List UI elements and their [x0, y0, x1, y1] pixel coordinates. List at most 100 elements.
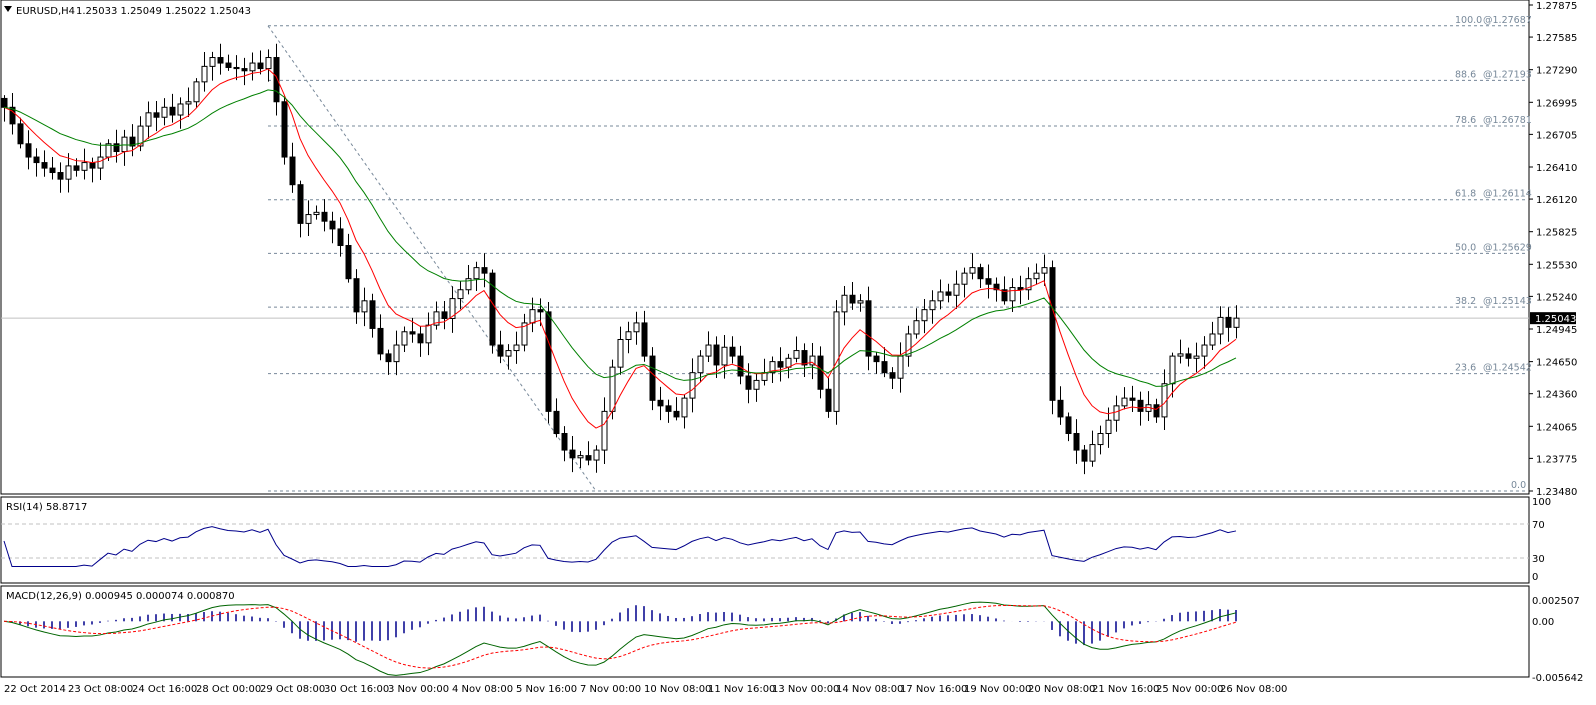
bear-candle	[745, 375, 752, 390]
bear-candle	[849, 294, 856, 304]
bear-candle	[281, 101, 288, 158]
time-tick-label: 17 Nov 16:00	[900, 684, 967, 695]
bull-candle	[121, 136, 128, 153]
bear-candle	[649, 355, 656, 401]
fast-moving-average	[3, 68, 1237, 429]
price-tick-label: 1.26120	[1536, 195, 1577, 206]
bull-candle	[249, 62, 256, 72]
time-tick-label: 25 Nov 00:00	[1156, 684, 1223, 695]
bear-candle	[801, 350, 808, 366]
bear-candle	[873, 355, 880, 363]
time-tick-label: 20 Nov 08:00	[1028, 684, 1095, 695]
candles	[1, 43, 1240, 475]
bear-candle	[1057, 399, 1064, 418]
bull-candle	[1121, 397, 1128, 407]
macd-tick-label: 0.00	[1532, 617, 1554, 628]
fibonacci-trendline[interactable]	[267, 25, 597, 492]
price-tick-label: 1.27585	[1536, 33, 1577, 44]
bear-candle	[657, 399, 664, 407]
bear-candle	[665, 405, 672, 412]
bear-candle	[817, 355, 824, 390]
bull-candle	[401, 331, 408, 346]
price-panel[interactable]: 100.0 @1.27687 88.6 @1.27193 78.6 @1.26781 61.…	[0, 0, 1577, 498]
macd-panel[interactable]: 0.002507 0.00 -0.005642 MACD(12,26,9) 0.00…	[0, 585, 1583, 684]
bear-candle	[481, 267, 488, 274]
bull-candle	[921, 309, 928, 322]
bull-candle	[721, 346, 728, 366]
bull-candle	[137, 125, 144, 147]
fib-level-percent: 23.6	[1455, 363, 1476, 374]
bull-candle	[809, 355, 816, 366]
bear-candle	[153, 112, 160, 118]
bear-candle	[57, 172, 64, 180]
bear-candle	[241, 68, 248, 72]
bull-candle	[937, 291, 944, 302]
fib-level-price: @1.25143	[1483, 296, 1532, 307]
price-tick-label: 1.26410	[1536, 163, 1577, 174]
bull-candle	[193, 81, 200, 103]
fib-level-price: @1.27687	[1483, 15, 1532, 26]
bear-candle	[441, 311, 448, 319]
bull-candle	[625, 331, 632, 341]
rsi-tick-label: 30	[1532, 554, 1545, 565]
rsi-tick-label: 0	[1532, 572, 1538, 583]
bull-candle	[513, 344, 520, 352]
time-tick-label: 23 Oct 08:00	[68, 684, 133, 695]
bear-candle	[1065, 416, 1072, 434]
bear-candle	[73, 165, 80, 171]
time-tick-label: 24 Oct 16:00	[132, 684, 197, 695]
bull-candle	[473, 267, 480, 280]
price-tick-label: 1.24650	[1536, 358, 1577, 369]
bull-candle	[1217, 316, 1224, 335]
price-tick-label: 1.25240	[1536, 292, 1577, 303]
fib-level-price: @1.27193	[1483, 69, 1532, 80]
fib-level-percent: 61.8	[1455, 189, 1476, 200]
bear-candle	[553, 410, 560, 434]
bear-candle	[777, 361, 784, 368]
bull-candle	[857, 300, 864, 304]
bull-candle	[81, 162, 88, 171]
bear-candle	[113, 143, 120, 153]
bear-candle	[1185, 353, 1192, 359]
bull-candle	[465, 278, 472, 291]
bear-candle	[345, 245, 352, 280]
bear-candle	[329, 220, 336, 230]
time-tick-label: 26 Nov 08:00	[1220, 684, 1287, 695]
collapse-triangle-icon[interactable]	[4, 6, 12, 12]
bear-candle	[729, 346, 736, 357]
bull-candle	[953, 283, 960, 296]
bull-candle	[185, 101, 192, 105]
bull-candle	[201, 65, 208, 83]
bull-candle	[1169, 355, 1176, 385]
bear-candle	[25, 143, 32, 158]
bull-candle	[161, 106, 168, 118]
fibonacci-retracement[interactable]: 100.0 @1.27687 88.6 @1.27193 78.6 @1.26781 61.…	[268, 15, 1532, 492]
bull-candle	[1033, 272, 1040, 280]
bear-candle	[545, 311, 552, 412]
bull-candle	[97, 156, 104, 169]
bull-candle	[1025, 278, 1032, 291]
bull-candle	[313, 211, 320, 216]
bear-candle	[993, 283, 1000, 291]
bear-candle	[369, 300, 376, 329]
bull-candle	[433, 311, 440, 326]
bull-candle	[145, 112, 152, 127]
bull-candle	[1233, 317, 1240, 328]
bull-candle	[1209, 333, 1216, 346]
time-tick-label: 19 Nov 00:00	[964, 684, 1031, 695]
price-axis[interactable]: 1.27875 1.27585 1.27290 1.26995 1.26705 1.264…	[1529, 1, 1577, 498]
bear-candle	[417, 333, 424, 344]
rsi-panel[interactable]: 100 70 30 0 RSI(14) 58.8717	[0, 496, 1551, 584]
bear-candle	[713, 344, 720, 366]
bear-candle	[1137, 399, 1144, 412]
bear-candle	[225, 62, 232, 68]
macd-tick-label: -0.005642	[1532, 673, 1583, 684]
price-tick-label: 1.25530	[1536, 260, 1577, 271]
bear-candle	[977, 267, 984, 280]
bear-candle	[289, 156, 296, 186]
bull-candle	[793, 350, 800, 359]
bear-candle	[17, 123, 24, 145]
